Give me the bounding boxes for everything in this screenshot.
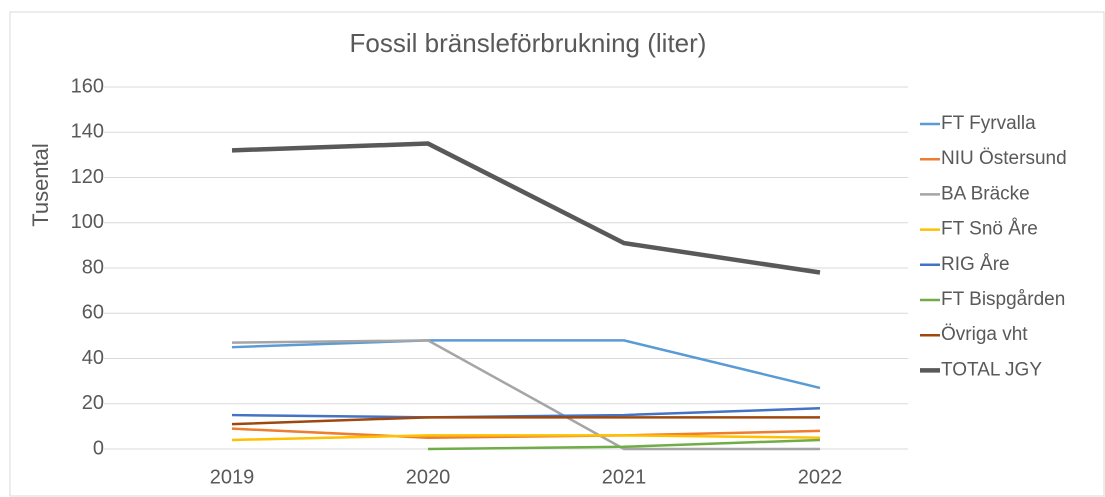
y-axis-label: Tusental <box>28 143 53 227</box>
legend-label: RIG Åre <box>941 254 1010 275</box>
y-tick-label: 140 <box>71 121 104 143</box>
series-line <box>231 339 820 451</box>
y-tick-label: 80 <box>82 256 104 278</box>
x-tick-label: 2022 <box>798 466 843 488</box>
legend-label: FT Snö Åre <box>941 219 1038 240</box>
y-tick-label: 60 <box>82 302 104 324</box>
x-tick-label: 2021 <box>602 466 647 488</box>
y-tick-label: 0 <box>93 437 104 459</box>
series-line <box>231 339 821 390</box>
chart-title: Fossil bränsleförbrukning (liter) <box>350 28 707 58</box>
legend-label: FT Bispgården <box>941 289 1065 310</box>
legend-label: TOTAL JGY <box>941 359 1042 380</box>
series-line <box>231 141 821 275</box>
legend-label: FT Fyrvalla <box>941 113 1036 134</box>
series-line <box>231 416 820 426</box>
legend-label: BA Bräcke <box>941 183 1030 204</box>
x-tick-label: 2019 <box>210 466 255 488</box>
legend-label: Övriga vht <box>941 324 1028 345</box>
series-line <box>231 434 821 442</box>
legend-label: NIU Östersund <box>941 148 1067 169</box>
y-tick-label: 120 <box>71 166 104 188</box>
y-tick-label: 20 <box>82 392 104 414</box>
y-tick-label: 40 <box>82 347 104 369</box>
x-tick-label: 2020 <box>406 466 451 488</box>
y-tick-label: 100 <box>71 211 104 233</box>
chart-border <box>9 11 1105 497</box>
series-line <box>427 438 821 451</box>
y-tick-label: 160 <box>71 75 104 97</box>
